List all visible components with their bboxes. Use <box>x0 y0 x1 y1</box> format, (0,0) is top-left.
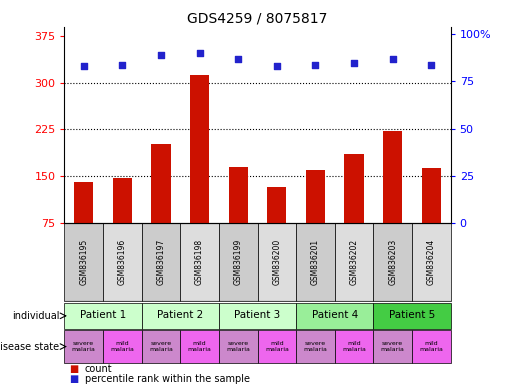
Text: GSM836198: GSM836198 <box>195 239 204 285</box>
Bar <box>422 168 441 269</box>
Title: GDS4259 / 8075817: GDS4259 / 8075817 <box>187 12 328 26</box>
Text: mild
malaria: mild malaria <box>265 341 289 352</box>
Bar <box>412 330 451 363</box>
Text: Patient 5: Patient 5 <box>389 310 435 320</box>
Point <box>118 61 127 68</box>
Text: GSM836204: GSM836204 <box>427 239 436 285</box>
Text: GSM836199: GSM836199 <box>234 239 243 285</box>
Point <box>273 63 281 70</box>
Text: severe
malaria: severe malaria <box>149 341 173 352</box>
Point <box>196 50 204 56</box>
Bar <box>103 330 142 363</box>
Point <box>388 56 397 62</box>
Text: count: count <box>85 364 113 374</box>
Bar <box>180 223 219 301</box>
Bar <box>142 223 180 301</box>
Bar <box>258 330 296 363</box>
Point <box>79 63 88 70</box>
Bar <box>335 330 373 363</box>
Bar <box>219 303 296 329</box>
Bar <box>142 330 180 363</box>
Bar <box>335 223 373 301</box>
Text: GSM836203: GSM836203 <box>388 239 397 285</box>
Text: severe
malaria: severe malaria <box>226 341 250 352</box>
Bar <box>296 223 335 301</box>
Text: GSM836197: GSM836197 <box>157 239 165 285</box>
Bar <box>151 144 170 269</box>
Bar <box>296 330 335 363</box>
Bar <box>64 223 103 301</box>
Point <box>234 56 242 62</box>
Text: Patient 4: Patient 4 <box>312 310 358 320</box>
Text: mild
malaria: mild malaria <box>110 341 134 352</box>
Bar <box>64 303 142 329</box>
Bar <box>296 303 373 329</box>
Text: ■: ■ <box>70 364 79 374</box>
Bar <box>113 178 132 269</box>
Point <box>311 61 319 68</box>
Bar <box>229 167 248 269</box>
Bar <box>373 303 451 329</box>
Bar <box>373 223 412 301</box>
Text: GSM836196: GSM836196 <box>118 239 127 285</box>
Text: Patient 2: Patient 2 <box>157 310 203 320</box>
Text: Patient 1: Patient 1 <box>80 310 126 320</box>
Bar <box>267 187 286 269</box>
Point <box>157 52 165 58</box>
Bar <box>103 223 142 301</box>
Text: GSM836201: GSM836201 <box>311 239 320 285</box>
Bar <box>383 131 402 269</box>
Bar <box>219 223 258 301</box>
Text: GSM836202: GSM836202 <box>350 239 358 285</box>
Bar <box>345 154 364 269</box>
Text: disease state: disease state <box>0 341 59 352</box>
Text: severe
malaria: severe malaria <box>72 341 96 352</box>
Text: ■: ■ <box>70 374 79 384</box>
Bar <box>258 223 296 301</box>
Point <box>427 61 435 68</box>
Text: Patient 3: Patient 3 <box>234 310 281 320</box>
Text: mild
malaria: mild malaria <box>187 341 212 352</box>
Text: severe
malaria: severe malaria <box>381 341 405 352</box>
Text: severe
malaria: severe malaria <box>303 341 328 352</box>
Bar <box>219 330 258 363</box>
Bar <box>306 170 325 269</box>
Bar <box>142 303 219 329</box>
Point <box>350 60 358 66</box>
Bar <box>373 330 412 363</box>
Bar <box>64 330 103 363</box>
Text: individual: individual <box>12 311 59 321</box>
Bar <box>190 75 209 269</box>
Text: GSM836200: GSM836200 <box>272 239 281 285</box>
Text: percentile rank within the sample: percentile rank within the sample <box>85 374 250 384</box>
Text: mild
malaria: mild malaria <box>342 341 366 352</box>
Bar <box>180 330 219 363</box>
Bar <box>412 223 451 301</box>
Bar <box>74 182 93 269</box>
Text: GSM836195: GSM836195 <box>79 239 88 285</box>
Text: mild
malaria: mild malaria <box>419 341 443 352</box>
